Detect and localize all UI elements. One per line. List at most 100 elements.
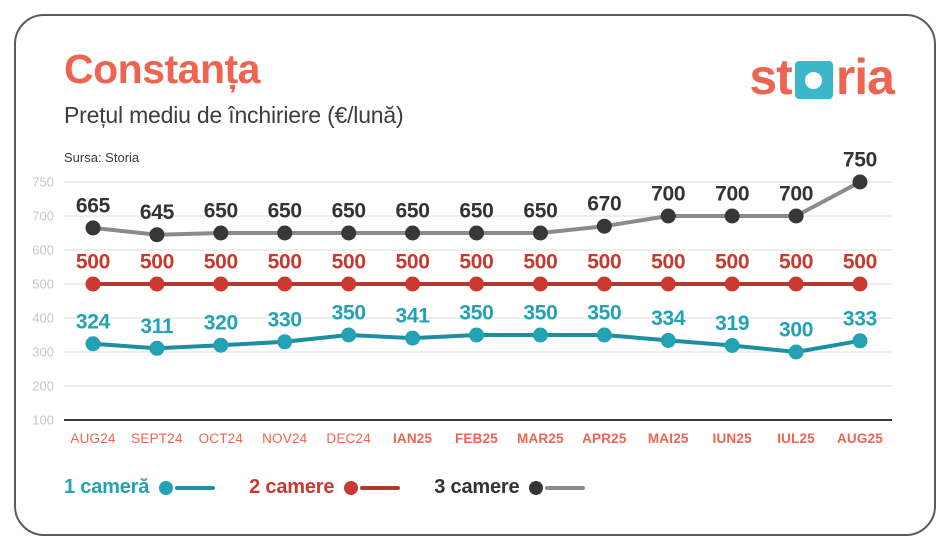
data-point-label: 500 xyxy=(587,251,621,274)
x-tick-label: NOV24 xyxy=(262,431,308,446)
data-point xyxy=(213,225,229,241)
data-point-label: 500 xyxy=(651,251,685,274)
x-tick-label: AUG25 xyxy=(837,431,883,446)
data-point-label: 300 xyxy=(779,319,813,342)
y-tick-label: 750 xyxy=(32,175,54,190)
data-point xyxy=(85,220,101,236)
data-point xyxy=(341,276,357,292)
y-tick-label: 200 xyxy=(32,379,54,394)
data-point-label: 500 xyxy=(268,251,302,274)
data-point-label: 650 xyxy=(268,200,302,223)
data-point-label: 700 xyxy=(779,183,813,206)
y-tick-label: 300 xyxy=(32,345,54,360)
data-point xyxy=(469,276,484,292)
legend-item-2-camere: 2 camere xyxy=(249,476,401,499)
storia-logo: st ria xyxy=(749,48,895,106)
data-point-label: 500 xyxy=(140,251,174,274)
data-point-label: 350 xyxy=(523,302,557,325)
page-title: Constanța xyxy=(64,46,260,92)
data-point-label: 500 xyxy=(76,251,110,274)
data-point-label: 324 xyxy=(76,310,111,333)
data-point xyxy=(341,225,357,241)
data-point xyxy=(724,338,740,353)
data-point xyxy=(724,208,740,224)
data-point-label: 650 xyxy=(459,200,493,223)
data-point xyxy=(469,327,484,343)
legend-item-3-camere: 3 camere xyxy=(434,476,586,499)
data-point-label: 750 xyxy=(843,149,877,172)
x-tick-label: IUL25 xyxy=(777,431,815,446)
data-point-label: 500 xyxy=(843,251,877,274)
data-point-label: 650 xyxy=(332,200,366,223)
data-point xyxy=(213,276,229,292)
x-tick-label: APR25 xyxy=(582,431,627,446)
data-point xyxy=(405,225,421,241)
data-point xyxy=(405,330,421,346)
data-point-label: 700 xyxy=(651,183,685,206)
y-tick-label: 700 xyxy=(32,209,54,224)
data-point-label: 500 xyxy=(332,251,366,274)
data-point xyxy=(660,276,676,292)
x-tick-label: FEB25 xyxy=(455,431,498,446)
x-tick-label: SEPT24 xyxy=(131,431,183,446)
data-point xyxy=(213,337,229,353)
data-point-label: 500 xyxy=(523,251,557,274)
legend-label: 3 camere xyxy=(434,476,520,498)
logo-circle-icon xyxy=(805,71,823,89)
logo-square-o-icon xyxy=(794,61,833,99)
data-point-label: 333 xyxy=(843,307,877,330)
legend-item-1-camera: 1 cameră xyxy=(64,476,216,499)
data-point-label: 311 xyxy=(140,315,174,338)
data-point-label: 350 xyxy=(587,302,621,325)
data-point xyxy=(852,174,868,190)
legend-marker-1-camera-icon xyxy=(159,480,216,495)
data-point xyxy=(788,344,804,360)
legend-marker-3-camere-icon xyxy=(529,480,586,495)
y-tick-label: 600 xyxy=(32,243,54,258)
data-point xyxy=(852,333,868,349)
data-point-label: 334 xyxy=(651,307,686,330)
x-tick-label: AUG24 xyxy=(70,431,116,446)
data-point-label: 665 xyxy=(76,194,111,217)
data-point xyxy=(85,276,101,292)
data-point-label: 700 xyxy=(715,183,749,206)
data-point xyxy=(532,225,548,241)
data-point xyxy=(532,276,548,292)
chart-area: 100 200 300 400 500 600 700 750 AUG24 SEPT24 OCT24… xyxy=(16,146,938,486)
price-chart: 100 200 300 400 500 600 700 750 AUG24 SEPT24 OCT24… xyxy=(32,149,892,446)
data-point-label: 670 xyxy=(587,193,621,216)
data-point xyxy=(532,327,548,343)
data-point-label: 650 xyxy=(396,200,430,223)
data-point-label: 500 xyxy=(779,251,813,274)
data-point xyxy=(596,327,612,343)
x-tick-label: IAN25 xyxy=(393,431,433,446)
x-tick-label: MAI25 xyxy=(648,431,689,446)
y-tick-label: 400 xyxy=(32,311,54,326)
x-tick-label: MAR25 xyxy=(517,431,564,446)
data-point xyxy=(405,276,421,292)
data-point-label: 320 xyxy=(204,312,238,335)
data-point xyxy=(596,276,612,292)
legend-marker-2-camere-icon xyxy=(344,480,401,495)
data-point xyxy=(852,276,868,292)
chart-subtitle: Prețul mediu de închiriere (€/lună) xyxy=(64,102,404,128)
data-point xyxy=(660,208,676,224)
data-point xyxy=(277,334,293,350)
data-point xyxy=(277,225,293,241)
data-point-label: 341 xyxy=(396,305,431,328)
data-point-label: 500 xyxy=(396,251,430,274)
data-point xyxy=(149,276,165,292)
data-point xyxy=(149,340,165,356)
data-point-label: 645 xyxy=(140,201,175,224)
legend-label: 2 camere xyxy=(249,476,335,498)
y-tick-label: 100 xyxy=(32,413,54,428)
data-point xyxy=(596,218,612,234)
data-point-label: 650 xyxy=(523,200,557,223)
data-point-label: 330 xyxy=(268,308,302,331)
logo-text-suffix: ria xyxy=(835,49,895,105)
source-note: Sursa: Storia xyxy=(64,150,140,165)
logo-text-prefix: st xyxy=(749,49,792,105)
y-tick-label: 500 xyxy=(32,277,54,292)
x-tick-label: IUN25 xyxy=(713,431,753,446)
data-point-label: 319 xyxy=(715,312,749,335)
